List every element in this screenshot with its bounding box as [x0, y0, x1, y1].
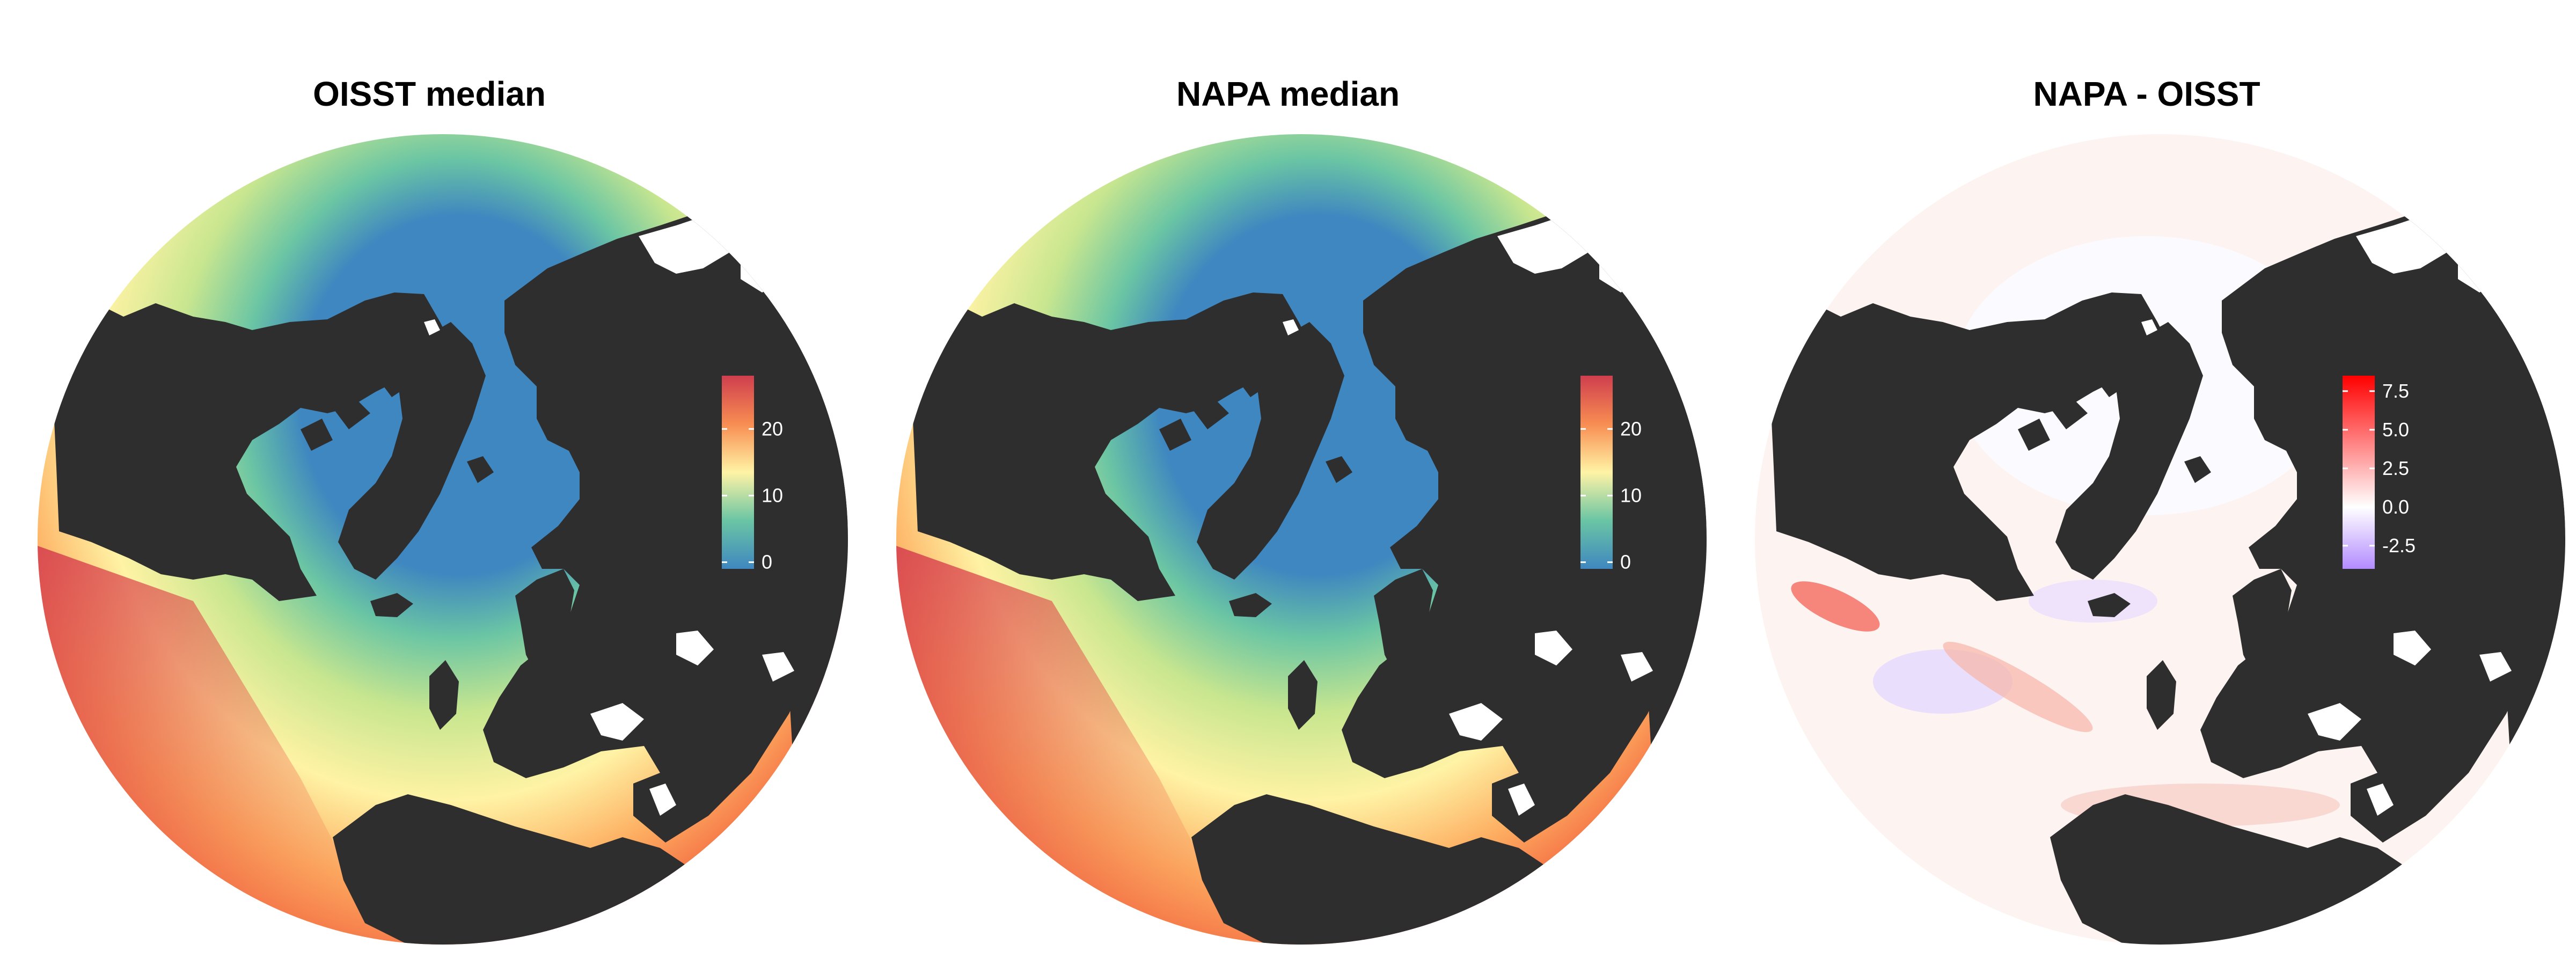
- colorbar: [2343, 376, 2375, 569]
- colorbar-tick-label: 10: [762, 484, 783, 506]
- colorbar-tick-label: 10: [1620, 484, 1642, 506]
- colorbar-tick-label: 0: [1620, 551, 1631, 573]
- colorbar-tick-label: 20: [1620, 418, 1642, 440]
- oisst-map: 0 10 20: [0, 0, 859, 966]
- colorbar-tick-label: 20: [762, 418, 783, 440]
- oisst-panel: 0 10 20 OISST median: [0, 0, 859, 966]
- napa-map: 0 10 20: [859, 0, 1717, 966]
- ocean-field: [1717, 0, 2576, 966]
- diff-title: NAPA - OISST: [1717, 74, 2576, 114]
- diff-map: 7.5 5.0 2.5 0.0 -2.5: [1717, 0, 2576, 966]
- diff-panel: 7.5 5.0 2.5 0.0 -2.5 NAPA - OISST: [1717, 0, 2576, 966]
- colorbar-tick-label: 5.0: [2382, 419, 2409, 441]
- colorbar-tick-label: 0: [762, 551, 772, 573]
- colorbar-tick-label: -2.5: [2382, 535, 2416, 557]
- colorbar-tick-label: 0.0: [2382, 496, 2409, 518]
- colorbar: [1580, 376, 1613, 569]
- napa-title: NAPA median: [859, 74, 1717, 114]
- napa-panel: 0 10 20 NAPA median: [859, 0, 1717, 966]
- oisst-title: OISST median: [0, 74, 859, 114]
- colorbar-tick-label: 2.5: [2382, 457, 2409, 479]
- colorbar: [722, 376, 754, 569]
- colorbar-tick-label: 7.5: [2382, 380, 2409, 402]
